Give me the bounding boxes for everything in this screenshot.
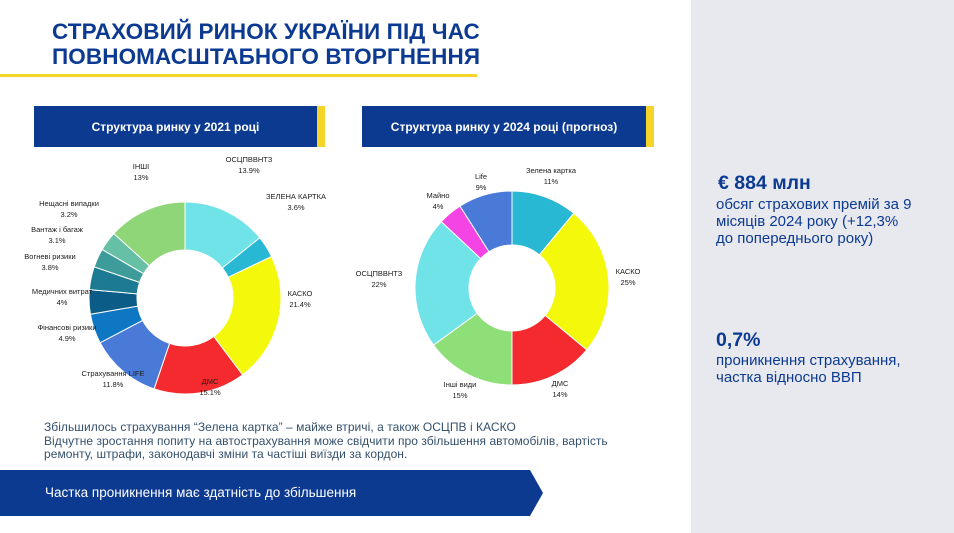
slice-label-name: Медичних витрат — [32, 287, 93, 296]
slice-label-name: ОСЦПВВНТЗ — [226, 155, 273, 164]
premiums-description: обсяг страхових премій за 9 місяців 2024… — [716, 196, 936, 247]
slice-осцпввнтз — [414, 220, 482, 346]
note-line-1: Збільшилось страхування “Зелена картка” … — [44, 420, 516, 434]
chart2-title: Структура ринку у 2024 році (прогноз) — [390, 119, 618, 134]
slice-інші — [113, 201, 186, 267]
slice-label-value: 21.4% — [289, 300, 311, 309]
chart1-header: Структура ринку у 2021 році — [34, 106, 317, 147]
slice-label-name: КАСКО — [288, 289, 313, 298]
slice-label-name: Вогневі ризики — [24, 252, 75, 261]
slice-label-value: 14% — [552, 390, 567, 399]
donut-chart-1 — [88, 201, 282, 395]
slice-label-name: ДМС — [552, 379, 569, 388]
slice-label-value: 3.8% — [41, 263, 58, 272]
slice-label-name: ОСЦПВВНТЗ — [356, 269, 403, 278]
slice-label-value: 13% — [133, 173, 148, 182]
slice-label-value: 9% — [476, 183, 487, 192]
penetration-desc-line: проникнення страхування, — [716, 352, 901, 369]
slice-label-value: 3.2% — [60, 210, 77, 219]
slice-label-name: ЗЕЛЕНА КАРТКА — [266, 192, 326, 201]
title-underline — [0, 74, 477, 77]
slice-label-value: 4.9% — [58, 334, 75, 343]
slice-life — [459, 190, 513, 253]
slice-label-name: Вантаж і багаж — [31, 225, 83, 234]
slice-label-value: 4% — [433, 202, 444, 211]
chart2-header: Структура ринку у 2024 році (прогноз) — [362, 106, 646, 147]
slice-label-value: 15% — [452, 391, 467, 400]
slice-label-name: Страхування LIFE — [81, 369, 144, 378]
title-line-2: ПОВНОМАСШТАБНОГО ВТОРГНЕННЯ — [52, 44, 481, 69]
slice-label-name: КАСКО — [616, 267, 641, 276]
penetration-description: проникнення страхування, частка відносно… — [716, 352, 936, 386]
footer-arrow-banner — [0, 470, 543, 516]
slice-label-value: 3.1% — [48, 236, 65, 245]
page-title: СТРАХОВИЙ РИНОК УКРАЇНИ ПІД ЧАС ПОВНОМАС… — [52, 19, 612, 69]
donut-chart-2 — [414, 190, 610, 386]
chart1-title: Структура ринку у 2021 році — [91, 119, 260, 134]
slice-label-value: 11% — [544, 177, 559, 186]
premiums-desc-line: обсяг страхових премій за 9 — [716, 196, 912, 213]
note-line-3: ремонту, штрафи, законодавчі зміни та ча… — [44, 447, 408, 461]
premiums-desc-line: місяців 2024 року (+12,3% — [716, 213, 899, 230]
slice-label-name: ІНШІ — [133, 162, 149, 171]
penetration-desc-line: частка відносно ВВП — [716, 369, 862, 386]
slice-label-name: Фінансові ризики — [37, 323, 96, 332]
penetration-value: 0,7% — [716, 329, 761, 351]
slice-label-name: Майно — [426, 191, 449, 200]
premiums-value: € 884 млн — [718, 172, 811, 194]
slice-label-value: 3.6% — [287, 203, 304, 212]
slice-label-value: 13.9% — [238, 166, 260, 175]
notes-text: Збільшилось страхування “Зелена картка” … — [44, 420, 664, 462]
slice-label-name: Нещасні випадки — [39, 199, 99, 208]
title-line-1: СТРАХОВИЙ РИНОК УКРАЇНИ ПІД ЧАС — [52, 19, 480, 44]
premiums-desc-line: до попереднього року) — [716, 230, 874, 247]
slice-каско — [538, 212, 610, 351]
slice-label-value: 25% — [620, 278, 635, 287]
slice-label-name: Зелена картка — [526, 166, 577, 175]
slice-каско — [213, 255, 282, 376]
slice-label-name: Інші види — [444, 380, 477, 389]
footer-arrow-shape — [0, 470, 543, 516]
slice-label-value: 4% — [57, 298, 68, 307]
slice-label-name: Life — [475, 172, 487, 181]
note-line-2: Відчутне зростання попиту на автострахув… — [44, 433, 608, 448]
stats-panel — [691, 0, 954, 533]
slice-label-value: 22% — [371, 280, 386, 289]
slice-label-name: ДМС — [202, 377, 219, 386]
slice-label-value: 15.1% — [199, 388, 221, 397]
footer-text: Частка проникнення має здатність до збіл… — [45, 485, 357, 500]
slice-label-value: 11.8% — [103, 380, 124, 389]
